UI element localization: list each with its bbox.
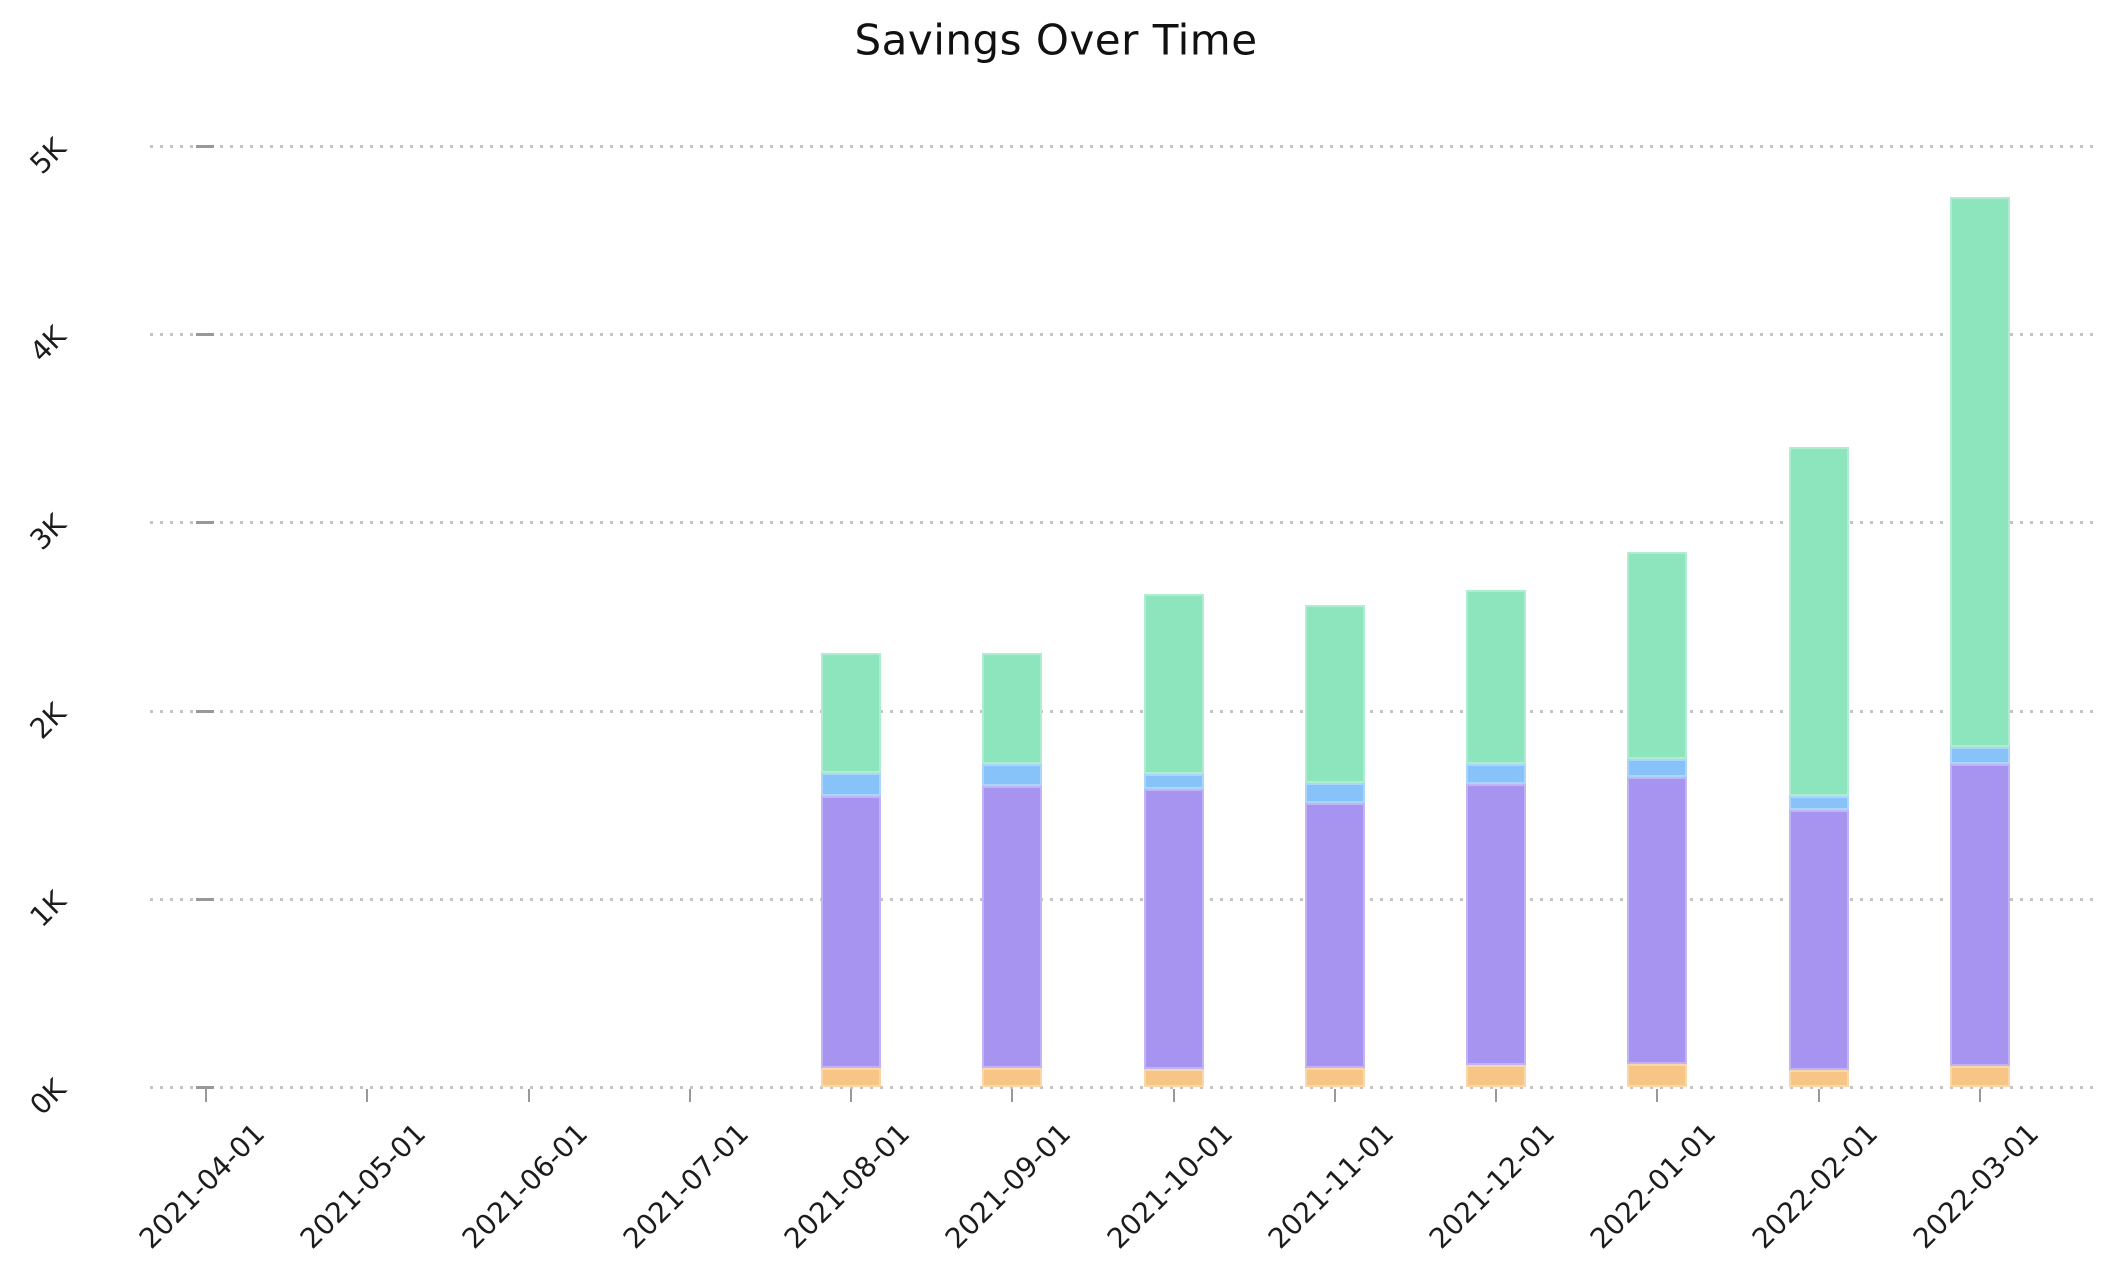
gridline-4K <box>150 333 2096 337</box>
bar-2022-01-01-green-segment <box>1627 551 1688 759</box>
x-tick-label: 2021-05-01 <box>294 1116 433 1256</box>
bar-2022-01-01-purple-segment <box>1627 777 1688 1065</box>
bar-2021-09-01-blue-segment <box>982 764 1043 786</box>
bar-2021-12-01-purple-segment <box>1466 783 1527 1066</box>
x-tick-label: 2021-04-01 <box>132 1116 272 1256</box>
bar-2022-01-01-blue-segment <box>1627 758 1688 778</box>
bar-2021-11-01-purple-segment <box>1304 802 1365 1069</box>
bar-2021-11-01-green-segment <box>1304 605 1365 784</box>
bar-2021-10-01-purple-segment <box>1143 788 1204 1070</box>
y-tick-label: 3K <box>23 507 73 557</box>
bar-2021-12-01-green-segment <box>1466 590 1527 765</box>
x-tick-label: 2022-02-01 <box>1745 1116 1884 1256</box>
bar-2021-10-01-blue-segment <box>1143 773 1204 789</box>
x-tick-mark <box>527 1089 530 1102</box>
y-tick-label: 1K <box>23 884 73 934</box>
bar-2021-11-01-orange-segment <box>1304 1068 1365 1087</box>
gridline-0K <box>150 1086 2096 1089</box>
x-tick-mark <box>850 1089 853 1102</box>
bar-2022-02-01-purple-segment <box>1788 810 1849 1071</box>
x-tick-mark <box>1817 1089 1820 1102</box>
x-tick-mark <box>1495 1089 1498 1102</box>
y-tick-mark <box>196 709 214 713</box>
bar-2021-09-01-purple-segment <box>982 785 1043 1069</box>
x-tick-label: 2021-09-01 <box>939 1116 1078 1256</box>
bar-2021-10-01-orange-segment <box>1143 1069 1204 1087</box>
x-tick-label: 2021-11-01 <box>1261 1116 1401 1256</box>
x-tick-mark <box>1011 1089 1014 1102</box>
x-tick-label: 2021-07-01 <box>616 1116 755 1256</box>
bar-2021-11-01-blue-segment <box>1304 783 1365 803</box>
chart-title: Savings Over Time <box>854 15 1258 65</box>
x-tick-label: 2021-12-01 <box>1422 1116 1562 1256</box>
y-tick-mark <box>196 897 214 901</box>
x-tick-mark <box>205 1089 207 1102</box>
x-tick-mark <box>688 1089 691 1102</box>
x-tick-label: 2021-08-01 <box>777 1116 917 1256</box>
x-tick-mark <box>1172 1089 1175 1102</box>
bar-2021-12-01-orange-segment <box>1466 1065 1527 1087</box>
bar-2022-02-01-orange-segment <box>1788 1070 1849 1087</box>
y-tick-mark <box>196 333 214 337</box>
bar-2022-03-01-green-segment <box>1949 196 2010 748</box>
gridline-5K <box>150 145 2096 148</box>
y-tick-label: 2K <box>23 696 73 746</box>
y-tick-label: 4K <box>23 319 73 369</box>
x-tick-label: 2022-01-01 <box>1584 1116 1723 1256</box>
bar-2022-02-01-blue-segment <box>1788 796 1849 811</box>
bar-2021-08-01-blue-segment <box>821 772 882 797</box>
y-tick-mark <box>196 1086 214 1089</box>
bar-2021-10-01-green-segment <box>1143 593 1204 774</box>
bar-2021-08-01-orange-segment <box>821 1068 882 1087</box>
y-tick-label: 5K <box>23 131 73 181</box>
y-tick-mark <box>196 521 214 525</box>
x-tick-label: 2021-06-01 <box>455 1116 594 1256</box>
y-tick-label: 0K <box>23 1072 73 1122</box>
x-tick-mark <box>1333 1089 1336 1102</box>
bar-2021-09-01-green-segment <box>982 653 1043 765</box>
bar-2022-02-01-green-segment <box>1788 447 1849 797</box>
y-tick-mark <box>196 145 214 148</box>
bar-2021-08-01-purple-segment <box>821 796 882 1069</box>
bar-2021-12-01-blue-segment <box>1466 764 1527 784</box>
x-tick-label: 2021-10-01 <box>1100 1116 1239 1256</box>
bar-2022-03-01-orange-segment <box>1949 1066 2010 1087</box>
bar-2021-09-01-orange-segment <box>982 1068 1043 1087</box>
gridline-3K <box>150 521 2096 525</box>
x-tick-label: 2022-03-01 <box>1906 1116 2046 1256</box>
bar-2022-03-01-purple-segment <box>1949 764 2010 1067</box>
x-tick-mark <box>1978 1089 1981 1102</box>
bar-2021-08-01-green-segment <box>821 653 882 773</box>
gridline-2K <box>150 709 2096 713</box>
x-tick-mark <box>1656 1089 1659 1102</box>
gridline-1K <box>150 897 2096 901</box>
bar-2022-01-01-orange-segment <box>1627 1064 1688 1087</box>
bar-2022-03-01-blue-segment <box>1949 747 2010 765</box>
x-tick-mark <box>366 1089 369 1102</box>
